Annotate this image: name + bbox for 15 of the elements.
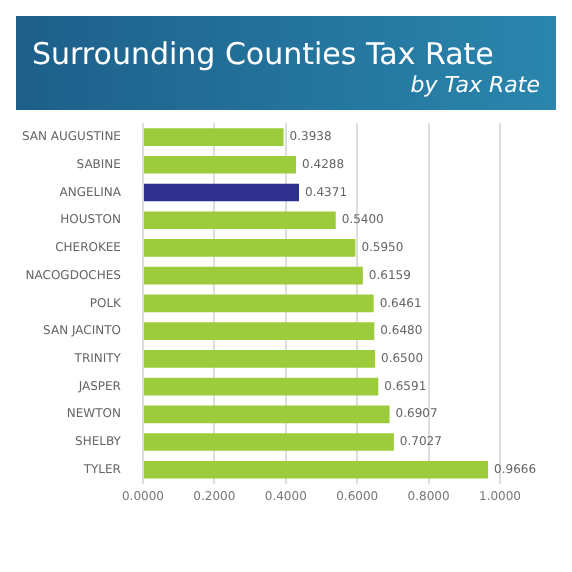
bar [143,183,300,202]
bar [143,322,375,340]
bar [143,128,284,146]
bar [143,211,336,230]
bar [143,294,374,313]
bar [143,405,390,424]
bar [143,239,356,257]
chart-subtitle: by Tax Rate [408,72,540,98]
bar [143,460,489,479]
chart-title: Surrounding Counties Tax Rate [32,36,496,72]
bar [143,433,394,451]
bar [143,377,379,396]
bar [143,155,297,174]
bar [143,350,376,368]
bar [143,266,363,285]
